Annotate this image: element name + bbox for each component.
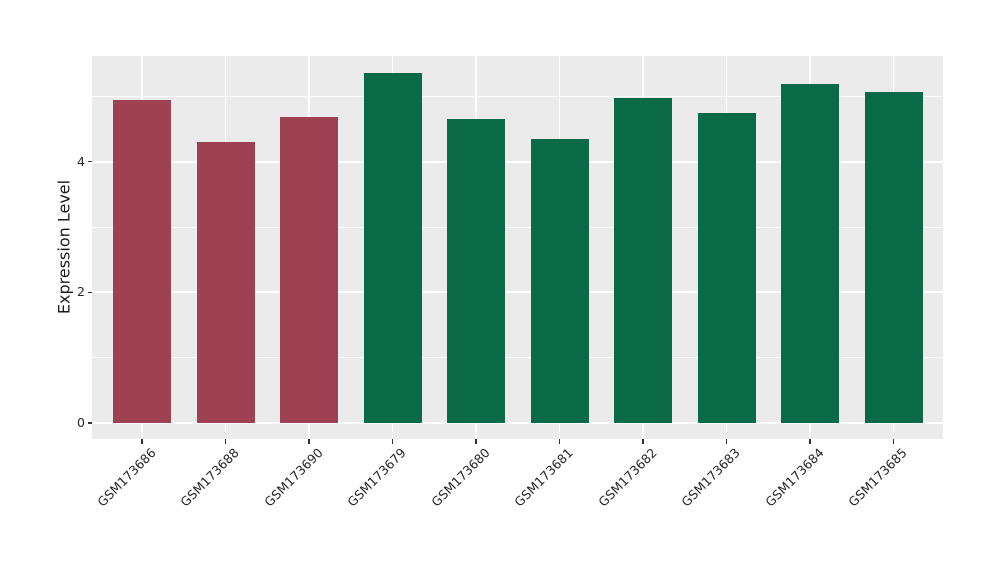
x-tick-mark xyxy=(725,439,728,444)
x-tick-mark xyxy=(475,439,477,444)
bar-GSM173688 xyxy=(196,142,255,423)
bar-GSM173679 xyxy=(363,73,422,423)
x-tick-mark xyxy=(224,439,227,444)
bar-GSM173683 xyxy=(697,112,756,423)
minor-gridline xyxy=(92,226,943,228)
x-tick-label: GSM173688 xyxy=(177,445,243,510)
plot-panel xyxy=(92,56,943,439)
y-tick-label: 0 xyxy=(77,415,85,430)
y-tick-mark xyxy=(87,160,92,163)
y-tick-mark xyxy=(87,291,92,294)
x-tick-mark xyxy=(391,439,394,444)
x-tick-label: GSM173684 xyxy=(762,445,827,510)
x-tick-mark xyxy=(308,439,310,444)
bar-GSM173682 xyxy=(614,98,673,423)
y-tick-label: 4 xyxy=(77,153,85,169)
minor-gridline xyxy=(92,357,943,359)
bar-GSM173686 xyxy=(113,100,172,423)
x-tick-label: GSM173685 xyxy=(845,445,911,510)
bar-GSM173681 xyxy=(530,138,589,423)
y-tick-label: 2 xyxy=(77,284,85,300)
bar-GSM173680 xyxy=(447,118,506,423)
x-tick-label: GSM173686 xyxy=(94,445,159,510)
x-tick-mark xyxy=(141,439,143,444)
x-tick-mark xyxy=(809,439,811,444)
major-gridline xyxy=(92,160,943,163)
bar-GSM173685 xyxy=(864,92,923,423)
x-tick-label: GSM173679 xyxy=(344,445,410,510)
bar-GSM173690 xyxy=(280,116,339,423)
major-gridline xyxy=(92,291,943,294)
y-tick-mark xyxy=(87,422,92,424)
major-gridline xyxy=(92,422,943,424)
minor-gridline xyxy=(92,95,943,97)
bar-GSM173684 xyxy=(781,83,840,423)
x-tick-label: GSM173680 xyxy=(428,445,493,510)
x-tick-mark xyxy=(558,439,561,444)
x-tick-label: GSM173681 xyxy=(511,445,577,510)
x-tick-label: GSM173683 xyxy=(678,445,744,510)
x-tick-mark xyxy=(892,439,895,444)
x-tick-label: GSM173682 xyxy=(595,445,660,510)
x-tick-label: GSM173690 xyxy=(261,445,326,510)
x-tick-mark xyxy=(642,439,644,444)
